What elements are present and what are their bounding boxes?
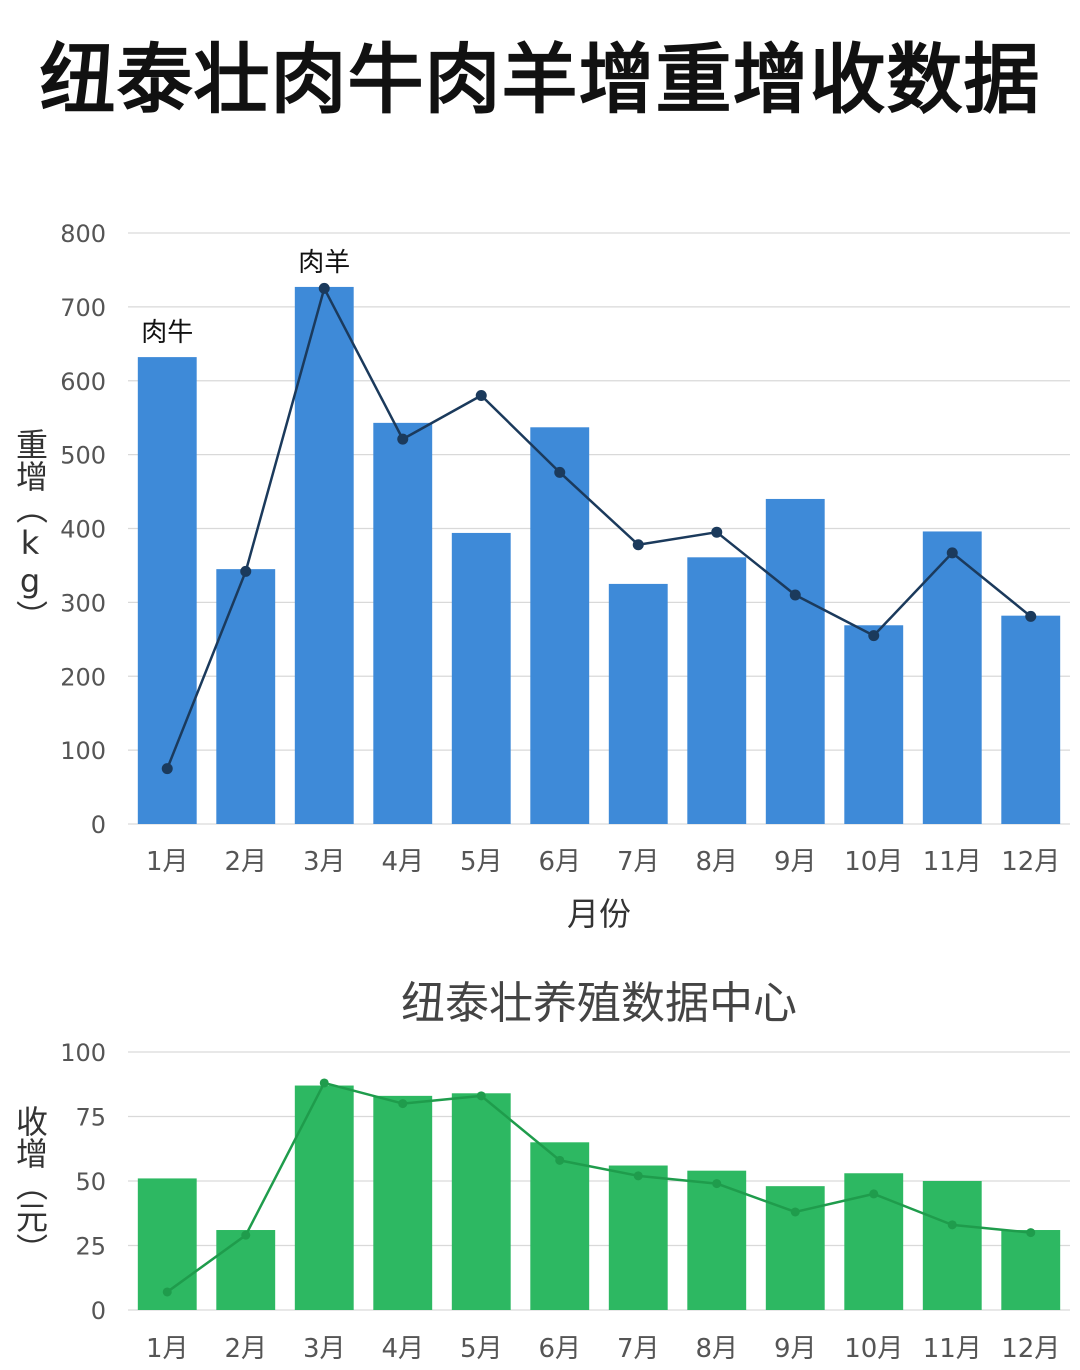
chart2-line-point: [162, 1287, 172, 1297]
chart2-line-point: [241, 1230, 251, 1240]
chart1-bar: [844, 625, 904, 824]
chart1-x-tick-label: 7月: [617, 847, 660, 877]
chart1-x-tick-label: 2月: [224, 847, 267, 877]
chart2-title: 纽泰壮养殖数据中心: [401, 978, 797, 1029]
chart1-line-point: [632, 539, 644, 551]
chart2-y-tick-label: 100: [60, 1039, 106, 1067]
chart1-y-tick-label: 200: [60, 663, 106, 691]
chart1-bar: [216, 569, 276, 824]
chart1-x-tick-label: 8月: [695, 847, 738, 877]
chart2-y-tick-label: 50: [75, 1168, 106, 1196]
chart2-line-point: [790, 1207, 800, 1217]
chart1-bar: [765, 498, 825, 824]
chart2-bar: [1001, 1230, 1061, 1310]
chart1-y-tick-label: 0: [91, 811, 106, 839]
chart1-x-tick-label: 5月: [460, 847, 503, 877]
chart1-x-tick-label: 1月: [146, 847, 189, 877]
chart1-line-point: [711, 526, 723, 538]
chart1-x-tick-label: 4月: [381, 847, 424, 877]
chart2-x-tick-label: 11月: [923, 1334, 982, 1364]
chart2-x-tick-label: 12月: [1001, 1334, 1060, 1364]
chart2-x-tick-label: 1月: [146, 1334, 189, 1364]
chart1-line-point: [868, 630, 880, 642]
chart1-bar: [373, 422, 433, 824]
chart1-y-tick-label: 800: [60, 220, 106, 248]
chart1-y-tick-label: 400: [60, 516, 106, 544]
chart2-x-tick-label: 7月: [617, 1334, 660, 1364]
chart2-line-point: [398, 1099, 408, 1109]
chart2-line-point: [319, 1078, 329, 1088]
chart2-bar: [451, 1093, 511, 1310]
chart1-bar: [687, 557, 747, 824]
chart1-line-point: [946, 547, 958, 559]
chart2-x-tick-label: 5月: [460, 1334, 503, 1364]
chart2-x-tick-label: 9月: [774, 1334, 817, 1364]
chart2-x-tick-label: 2月: [224, 1334, 267, 1364]
chart1-y-axis-title: 重增（kg）: [11, 428, 49, 632]
chart2-y-tick-label: 75: [75, 1104, 106, 1132]
chart1-x-tick-label: 3月: [303, 847, 346, 877]
chart1-annotation: 肉牛: [141, 318, 193, 348]
chart2-bar: [294, 1085, 354, 1310]
chart1-x-tick-label: 9月: [774, 847, 817, 877]
chart2-line-point: [869, 1189, 879, 1199]
chart1-y-tick-label: 100: [60, 737, 106, 765]
chart2-bar: [608, 1165, 668, 1310]
chart2-line-point: [555, 1155, 565, 1165]
chart1-bar: [530, 427, 590, 824]
chart1-line-point: [789, 589, 801, 601]
chart1-line-point: [397, 433, 409, 445]
chart2-x-tick-label: 4月: [381, 1334, 424, 1364]
chart1-y-tick-label: 600: [60, 368, 106, 396]
chart2-bar: [687, 1170, 747, 1310]
chart2-x-tick-label: 6月: [538, 1334, 581, 1364]
chart1-y-tick-label: 700: [60, 294, 106, 322]
chart1-bar: [608, 583, 668, 824]
chart1-line-point: [240, 565, 252, 577]
chart1-line-point: [161, 763, 173, 775]
chart2-y-tick-label: 0: [91, 1297, 106, 1325]
chart1-line-point: [1025, 610, 1037, 622]
chart1-bar: [137, 357, 197, 824]
chart1-x-tick-label: 10月: [844, 847, 903, 877]
page-title: 纽泰壮肉牛肉羊增重增收数据: [39, 35, 1041, 124]
chart2-bar: [373, 1095, 433, 1310]
chart1-line-point: [318, 282, 330, 294]
chart2-y-axis-title: 收增（元）: [11, 1105, 49, 1265]
chart2-line: [166, 1081, 1031, 1293]
chart2-y-tick-label: 25: [75, 1233, 106, 1261]
chart1-line-point: [554, 466, 566, 478]
chart1-bar: [294, 286, 354, 825]
chart1-x-tick-label: 11月: [923, 847, 982, 877]
chart1-x-tick-label: 12月: [1001, 847, 1060, 877]
chart2-bar: [530, 1142, 590, 1310]
chart2-x-tick-label: 10月: [844, 1334, 903, 1364]
chart2-bar: [922, 1181, 982, 1310]
chart1-bar: [922, 531, 982, 824]
chart1-y-tick-label: 300: [60, 589, 106, 617]
chart1-x-axis-title: 月份: [567, 895, 631, 933]
chart2-x-tick-label: 3月: [303, 1334, 346, 1364]
chart1-annotation: 肉羊: [298, 248, 350, 278]
chart2-bar: [216, 1230, 276, 1310]
chart2-line-point: [476, 1091, 486, 1101]
chart1-line: [166, 287, 1032, 770]
chart1-y-tick-label: 500: [60, 442, 106, 470]
chart2-line-point: [633, 1171, 643, 1181]
chart2-line-point: [947, 1220, 957, 1230]
chart2-line-point: [1026, 1228, 1036, 1238]
chart1-bar: [451, 532, 511, 824]
chart1-bar: [1001, 615, 1061, 824]
chart1-line-point: [475, 390, 487, 402]
chart2-line-point: [712, 1179, 722, 1189]
chart1-x-tick-label: 6月: [538, 847, 581, 877]
chart2-x-tick-label: 8月: [695, 1334, 738, 1364]
